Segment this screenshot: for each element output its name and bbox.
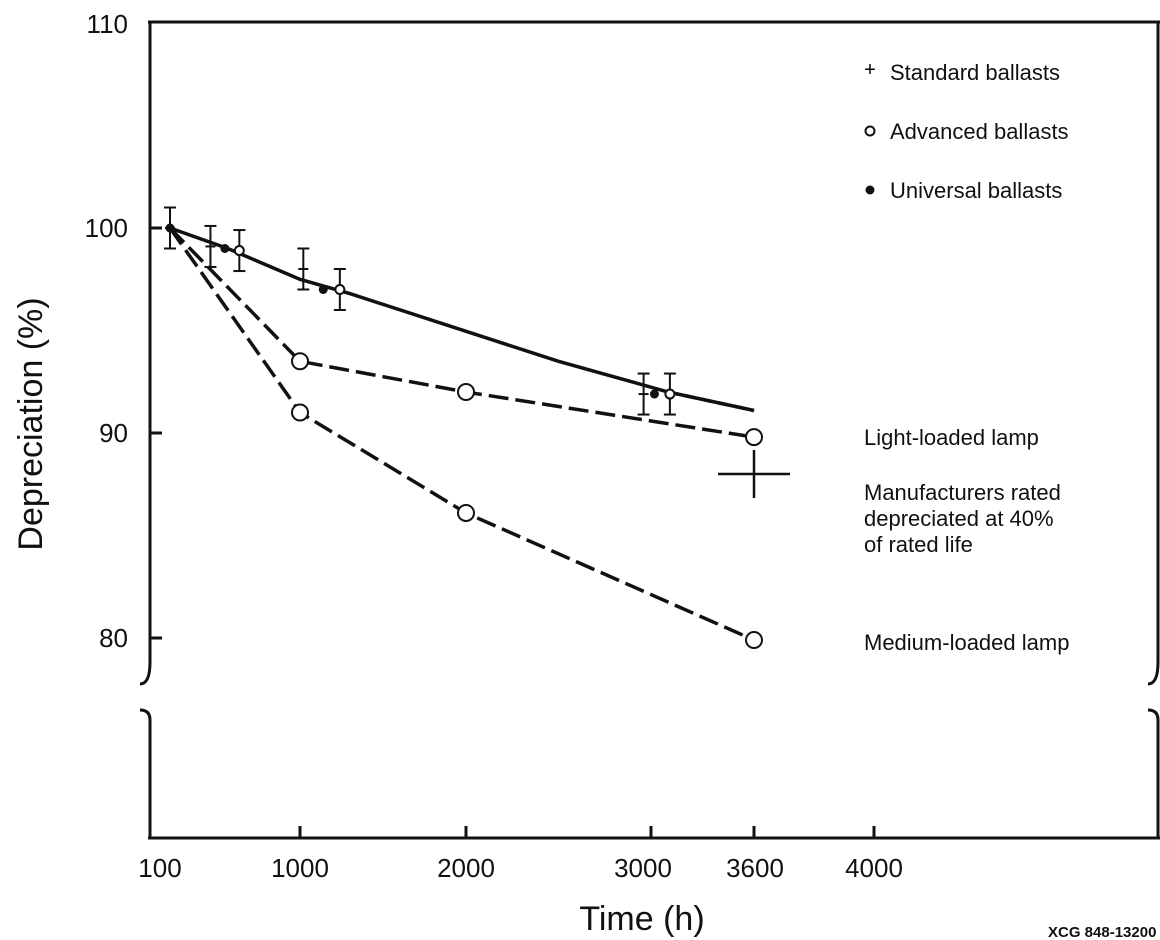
rated-label-line-1: Manufacturers rated: [864, 480, 1061, 505]
x-tick-label: 2000: [437, 853, 495, 883]
x-axis-title: Time (h): [579, 900, 704, 938]
universal-ballast-point-0: [165, 223, 175, 233]
legend-label-standard: Standard ballasts: [890, 60, 1060, 85]
advanced-ballast-point-3: [664, 388, 676, 400]
x-tick-label: 1000: [271, 853, 329, 883]
x-tick-label: 4000: [845, 853, 903, 883]
light-loaded-label: Light-loaded lamp: [864, 425, 1039, 450]
axis-break-left-upper: [139, 661, 152, 686]
y-tick-label: 100: [85, 213, 128, 243]
legend-label-universal: Universal ballasts: [890, 178, 1062, 203]
y-axis-title: Depreciation (%): [12, 297, 50, 550]
x-tick-label: 3000: [614, 853, 672, 883]
universal-ballast-point-2: [318, 285, 328, 294]
legend-label-advanced: Advanced ballasts: [890, 119, 1069, 144]
legend-filled-circle-icon: [865, 185, 875, 195]
data-point-0-3: [745, 428, 763, 447]
y-tick-label: 80: [99, 623, 128, 653]
universal-ballast-point-1: [220, 244, 230, 253]
series-line-0: [168, 226, 755, 439]
series-line-3: [667, 390, 755, 413]
x-tick-label: 100: [138, 853, 181, 883]
axis-break-left-lower: [139, 708, 152, 721]
axis-break-right-upper: [1147, 661, 1160, 686]
legend-open-circle-icon: [864, 125, 876, 137]
y-tick-label: 110: [87, 9, 128, 39]
rated-label-line-3: of rated life: [864, 532, 973, 557]
series-line-1: [168, 226, 755, 642]
axis-break-right-lower: [1147, 708, 1160, 721]
data-marks: [164, 206, 790, 650]
figure-code: XCG 848-13200: [1048, 924, 1156, 940]
universal-ballast-point-3: [649, 389, 659, 399]
data-point-0-2: [457, 383, 475, 401]
medium-loaded-label: Medium-loaded lamp: [864, 630, 1069, 655]
data-point-1-1: [291, 403, 309, 422]
y-tick-label: 90: [99, 418, 128, 448]
legend: + Standard ballasts Advanced ballasts Un…: [864, 59, 1068, 203]
data-point-1-3: [745, 631, 763, 650]
advanced-ballast-point-2: [334, 284, 346, 295]
data-point-0-1: [291, 352, 309, 371]
rated-label-line-2: depreciated at 40%: [864, 506, 1054, 531]
data-point-1-2: [457, 503, 475, 522]
x-tick-label: 3600: [726, 853, 784, 883]
legend-plus-icon: +: [864, 59, 876, 81]
advanced-ballast-point-1: [233, 245, 245, 257]
